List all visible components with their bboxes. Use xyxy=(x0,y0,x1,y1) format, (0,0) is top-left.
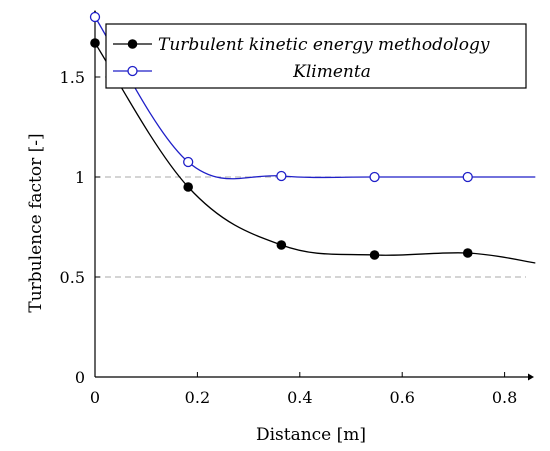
data-point-klimenta xyxy=(183,156,194,168)
x-tick-label: 0.4 xyxy=(287,388,312,407)
x-tick-label: 0.6 xyxy=(389,388,414,407)
data-point-klimenta xyxy=(369,171,380,183)
data-point-tke xyxy=(183,182,193,192)
legend-label-tke: Turbulent kinetic energy methodology xyxy=(158,35,490,55)
legend-box xyxy=(105,23,527,89)
x-tick-label: 0 xyxy=(90,388,100,407)
legend: Turbulent kinetic energy methodology Kli… xyxy=(105,23,527,89)
series-markers xyxy=(89,11,473,260)
x-axis-arrow xyxy=(528,373,534,381)
data-point-tke xyxy=(276,240,287,250)
y-tick-label: 1.5 xyxy=(60,68,85,87)
y-axis-label: Turbulence factor [-] xyxy=(26,133,46,312)
x-tick-label: 0.2 xyxy=(185,388,210,407)
legend-label-klimenta: Klimenta xyxy=(292,62,371,82)
data-point-klimenta xyxy=(462,171,473,183)
y-tick-label: 0 xyxy=(75,368,85,387)
data-point-klimenta xyxy=(89,11,101,23)
legend-marker-tke xyxy=(127,39,138,49)
y-tick-label: 0.5 xyxy=(60,268,85,287)
x-axis-label: Distance [m] xyxy=(256,425,366,445)
data-point-tke xyxy=(369,250,380,260)
axis-ticks: 0 0.2 0.4 0.6 0.8 0 0.5 1 1.5 xyxy=(60,68,518,407)
x-tick-label: 0.8 xyxy=(492,388,517,407)
data-point-tke xyxy=(462,248,473,258)
legend-marker-klimenta xyxy=(127,65,138,77)
axes xyxy=(91,10,534,381)
data-point-tke xyxy=(90,38,100,48)
y-tick-label: 1 xyxy=(75,168,85,187)
data-point-klimenta xyxy=(276,170,287,182)
